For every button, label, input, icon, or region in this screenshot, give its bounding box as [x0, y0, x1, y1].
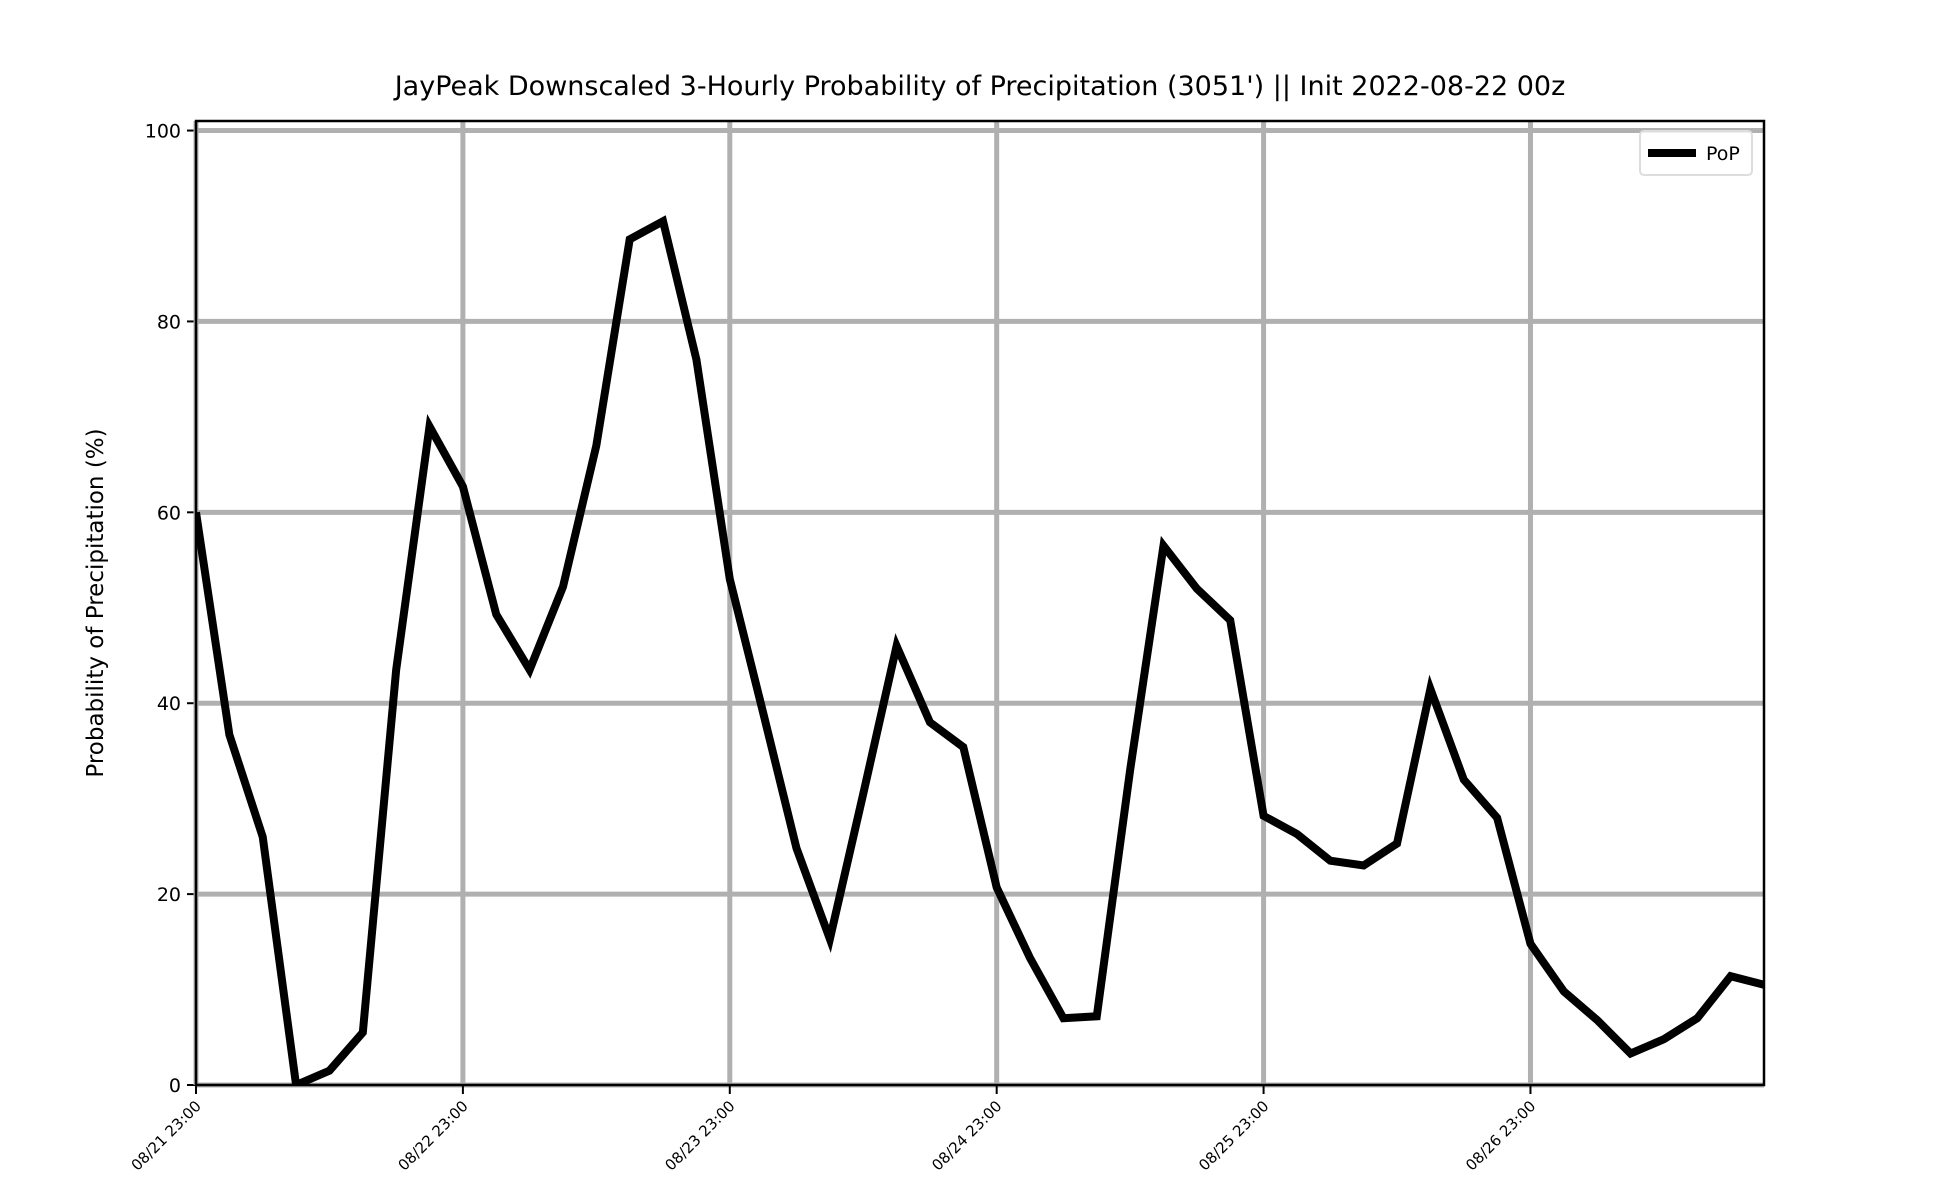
y-axis-label: Probability of Precipitation (%)	[83, 428, 109, 777]
y-tick-label: 40	[157, 693, 181, 715]
y-tick-label: 0	[169, 1075, 181, 1097]
x-tick-label: 08/23 23:00	[661, 1097, 738, 1174]
x-tick-label: 08/22 23:00	[394, 1097, 471, 1174]
x-tick-label: 08/26 23:00	[1462, 1097, 1539, 1174]
plot-frame	[194, 119, 1766, 1087]
x-tick-label: 08/21 23:00	[128, 1097, 205, 1174]
legend-label: PoP	[1706, 143, 1740, 165]
y-tick-label: 100	[145, 121, 181, 143]
chart-title: JayPeak Downscaled 3-Hourly Probability …	[393, 71, 1566, 102]
y-tick-label: 80	[157, 311, 181, 333]
y-tick-label: 60	[157, 502, 181, 524]
x-tick-label: 08/24 23:00	[928, 1097, 1005, 1174]
y-tick-label: 20	[157, 884, 181, 906]
x-tick-label: 08/25 23:00	[1195, 1097, 1272, 1174]
line-series	[196, 215, 1764, 1085]
